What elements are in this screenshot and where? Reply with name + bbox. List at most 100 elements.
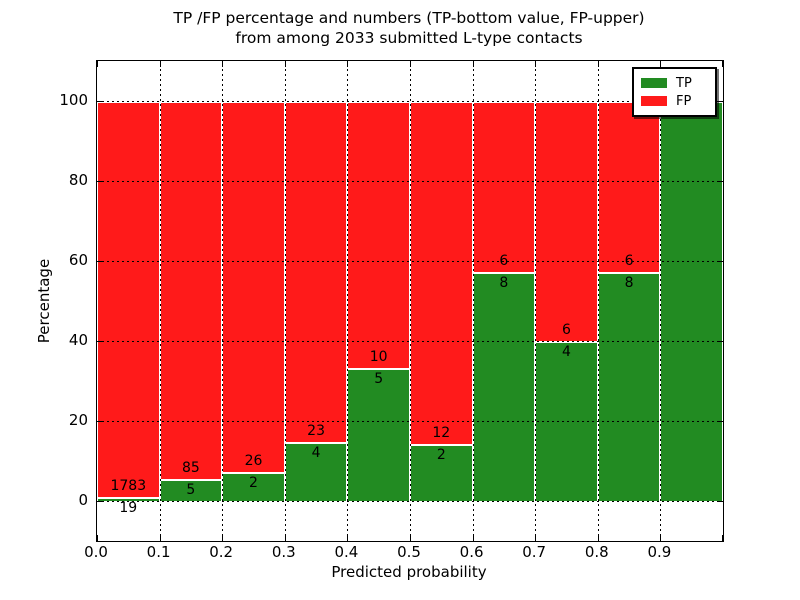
tp-swatch-icon xyxy=(641,78,667,88)
x-tick-mark xyxy=(535,61,537,67)
x-tick-label: 0.5 xyxy=(397,543,421,561)
x-tick-mark xyxy=(284,535,286,541)
x-tick-mark xyxy=(347,535,349,541)
bar-segment-fp xyxy=(472,101,536,273)
fp-count-label: 6 xyxy=(624,253,634,270)
x-tick-mark xyxy=(722,535,723,541)
y-tick-mark xyxy=(97,501,103,502)
bar-segment-fp xyxy=(284,101,348,442)
fp-count-label: 1783 xyxy=(110,477,147,494)
fp-count-label: 6 xyxy=(562,322,571,338)
bar-segment-fp xyxy=(159,101,223,479)
x-tick-label: 0.9 xyxy=(647,543,672,561)
tp-count-label: 8 xyxy=(499,275,509,292)
x-tick-label: 0.0 xyxy=(84,543,108,561)
x-tick-mark xyxy=(222,535,224,541)
x-tick-mark xyxy=(597,61,599,67)
y-tick-label: 80 xyxy=(68,171,88,189)
fp-count-label: 12 xyxy=(432,424,451,441)
x-tick-label: 0.2 xyxy=(209,543,234,561)
bar-segment-tp xyxy=(347,367,410,501)
y-tick-mark xyxy=(717,261,723,262)
x-tick-mark xyxy=(410,61,411,67)
legend: TP FP xyxy=(632,67,717,117)
bar-segment-tp xyxy=(97,496,160,501)
x-tick-mark xyxy=(535,535,537,541)
x-tick-mark xyxy=(284,61,286,67)
chart-title-line1: TP /FP percentage and numbers (TP-bottom… xyxy=(173,9,645,27)
y-axis-label: Percentage xyxy=(35,258,53,344)
y-tick-mark xyxy=(717,181,723,182)
bar-segment-fp xyxy=(222,101,285,473)
v-gridline xyxy=(284,61,286,541)
bar-segment-fp xyxy=(535,101,598,341)
bar-segment-tp xyxy=(472,272,536,501)
y-tick-mark xyxy=(97,261,103,262)
y-tick-mark xyxy=(717,341,723,342)
chart-title-line2: from among 2033 submitted L-type contact… xyxy=(235,29,583,47)
bar-segment-tp xyxy=(660,101,723,501)
x-tick-label: 0.6 xyxy=(459,543,484,561)
bar-segment-tp xyxy=(410,443,473,501)
bar-segment-tp xyxy=(222,472,285,501)
y-tick-mark xyxy=(717,101,723,102)
legend-label-tp: TP xyxy=(676,75,692,91)
y-tick-label: 60 xyxy=(68,251,88,269)
tp-count-label: 8 xyxy=(624,275,634,292)
x-tick-mark xyxy=(472,61,474,67)
v-gridline xyxy=(159,61,161,541)
y-tick-label: 20 xyxy=(68,411,88,429)
v-gridline xyxy=(535,61,537,541)
x-tick-mark xyxy=(222,61,224,67)
x-tick-mark xyxy=(660,535,662,541)
x-tick-mark xyxy=(472,535,474,541)
x-tick-mark xyxy=(159,535,161,541)
x-tick-label: 0.3 xyxy=(271,543,296,561)
fp-count-label: 10 xyxy=(369,348,388,365)
fp-count-label: 85 xyxy=(181,459,200,476)
y-tick-mark xyxy=(97,181,103,182)
x-tick-mark xyxy=(97,535,98,541)
x-tick-mark xyxy=(410,535,411,541)
tp-count-label: 5 xyxy=(374,370,384,387)
bar-segment-tp xyxy=(597,272,661,501)
v-gridline xyxy=(347,61,349,541)
y-tick-label: 100 xyxy=(59,91,88,109)
bar-segment-fp xyxy=(97,101,160,497)
tp-count-label: 2 xyxy=(249,475,258,492)
x-axis-label: Predicted probability xyxy=(331,563,487,581)
legend-label-fp: FP xyxy=(676,93,692,109)
x-tick-label: 0.7 xyxy=(522,543,547,561)
x-tick-mark xyxy=(97,61,98,67)
bar-segment-fp xyxy=(597,101,661,273)
plot-area: TP FP 17831985526223410512268646819 xyxy=(96,60,724,542)
tp-count-label: 4 xyxy=(562,344,571,360)
y-tick-mark xyxy=(97,421,103,422)
v-gridline xyxy=(597,61,599,541)
bar-segment-fp xyxy=(347,101,410,368)
x-tick-mark xyxy=(722,61,723,67)
fp-swatch-icon xyxy=(641,96,667,106)
fp-count-label: 23 xyxy=(307,422,325,439)
tp-count-label: 2 xyxy=(436,446,446,463)
bar-segment-fp xyxy=(410,101,473,444)
x-tick-mark xyxy=(159,61,161,67)
y-tick-label: 40 xyxy=(68,331,88,349)
bar-segment-tp xyxy=(284,441,348,501)
v-gridline xyxy=(660,61,662,541)
y-tick-mark xyxy=(97,101,103,102)
y-tick-mark xyxy=(717,501,723,502)
x-tick-label: 0.4 xyxy=(334,543,359,561)
x-tick-mark xyxy=(660,61,662,67)
y-tick-mark xyxy=(717,421,723,422)
v-gridline xyxy=(410,61,411,541)
y-tick-mark xyxy=(97,341,103,342)
tp-count-label: 5 xyxy=(186,481,196,498)
fp-count-label: 6 xyxy=(499,253,509,270)
legend-entry-tp: TP xyxy=(641,74,707,92)
fp-count-label: 26 xyxy=(244,453,263,470)
x-tick-mark xyxy=(347,61,349,67)
tp-count-label: 19 xyxy=(119,499,138,516)
tp-count-label: 4 xyxy=(311,444,321,461)
legend-entry-fp: FP xyxy=(641,92,707,110)
